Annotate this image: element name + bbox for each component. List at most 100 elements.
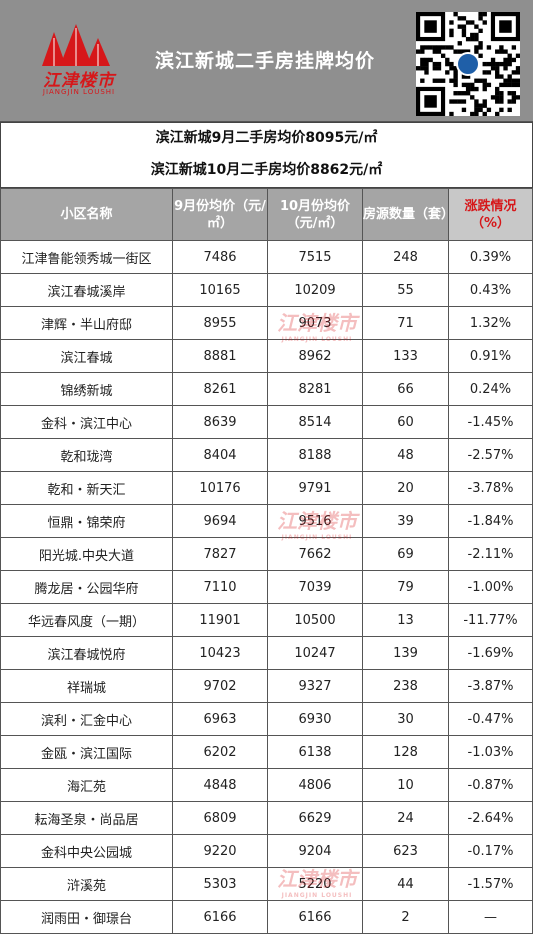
cell-oct-price: 9073 <box>267 306 363 340</box>
cell-oct-price: 7662 <box>267 537 363 571</box>
cell-sep-price: 4848 <box>172 768 268 802</box>
cell-listings: 139 <box>362 636 449 670</box>
cell-oct-price: 8188 <box>267 438 363 472</box>
cell-listings: 66 <box>362 372 449 406</box>
cell-name: 润雨田・御璟台 <box>0 900 173 934</box>
building-logo-icon <box>42 24 110 66</box>
table-row: 恒鼎・锦荣府 9694 9516 39 -1.84% <box>0 504 533 538</box>
col-header-listings: 房源数量（套） <box>362 188 449 241</box>
cell-name: 金科中央公园城 <box>0 834 173 868</box>
cell-change: -0.47% <box>448 702 533 736</box>
cell-sep-price: 8261 <box>172 372 268 406</box>
cell-change: 1.32% <box>448 306 533 340</box>
cell-listings: 44 <box>362 867 449 901</box>
table-row: 祥瑞城 9702 9327 238 -3.87% <box>0 669 533 703</box>
cell-change: -1.00% <box>448 570 533 604</box>
cell-oct-price: 9327 <box>267 669 363 703</box>
table-row: 滨江春城 8881 8962 133 0.91% <box>0 339 533 373</box>
cell-sep-price: 10423 <box>172 636 268 670</box>
cell-change: -0.17% <box>448 834 533 868</box>
cell-listings: 79 <box>362 570 449 604</box>
cell-listings: 60 <box>362 405 449 439</box>
cell-oct-price: 7039 <box>267 570 363 604</box>
table-row: 腾龙居・公园华府 7110 7039 79 -1.00% <box>0 570 533 604</box>
cell-oct-price: 6138 <box>267 735 363 769</box>
qr-code[interactable] <box>416 12 520 116</box>
table-row: 江津鲁能领秀城一街区 7486 7515 248 0.39% <box>0 240 533 274</box>
table-row: 海汇苑 4848 4806 10 -0.87% <box>0 768 533 802</box>
table-header-row: 小区名称 9月份均价（元/㎡） 10月份均价（元/㎡） 房源数量（套） 涨跌情况… <box>0 188 533 241</box>
cell-name: 金瓯・滨江国际 <box>0 735 173 769</box>
table-row: 金科・滨江中心 8639 8514 60 -1.45% <box>0 405 533 439</box>
page-title: 滨江新城二手房挂牌均价 <box>154 50 375 72</box>
cell-sep-price: 6809 <box>172 801 268 835</box>
cell-name: 滨江春城溪岸 <box>0 273 173 307</box>
table-row: 滨利・汇金中心 6963 6930 30 -0.47% <box>0 702 533 736</box>
cell-oct-price: 6930 <box>267 702 363 736</box>
cell-change: 0.43% <box>448 273 533 307</box>
cell-listings: 30 <box>362 702 449 736</box>
cell-sep-price: 8639 <box>172 405 268 439</box>
cell-oct-price: 9204 <box>267 834 363 868</box>
cell-name: 恒鼎・锦荣府 <box>0 504 173 538</box>
table-row: 津辉・半山府邸 8955 9073 71 1.32% <box>0 306 533 340</box>
qr-code-icon <box>416 12 520 116</box>
cell-change: -0.87% <box>448 768 533 802</box>
cell-change: — <box>448 900 533 934</box>
cell-oct-price: 8962 <box>267 339 363 373</box>
col-header-name: 小区名称 <box>0 188 173 241</box>
cell-sep-price: 8404 <box>172 438 268 472</box>
cell-listings: 71 <box>362 306 449 340</box>
cell-change: -2.11% <box>448 537 533 571</box>
cell-sep-price: 6963 <box>172 702 268 736</box>
cell-oct-price: 4806 <box>267 768 363 802</box>
col-header-oct-price: 10月份均价（元/㎡） <box>267 188 363 241</box>
cell-listings: 248 <box>362 240 449 274</box>
cell-listings: 55 <box>362 273 449 307</box>
cell-sep-price: 10165 <box>172 273 268 307</box>
cell-name: 海汇苑 <box>0 768 173 802</box>
cell-change: -1.69% <box>448 636 533 670</box>
cell-sep-price: 10176 <box>172 471 268 505</box>
cell-change: 0.39% <box>448 240 533 274</box>
brand-logo: 江津楼市 JIANGJIN LOUSHI <box>24 22 134 102</box>
cell-sep-price: 9702 <box>172 669 268 703</box>
cell-change: -1.03% <box>448 735 533 769</box>
col-header-change: 涨跌情况（%） <box>448 188 533 241</box>
cell-listings: 2 <box>362 900 449 934</box>
cell-name: 锦绣新城 <box>0 372 173 406</box>
cell-sep-price: 7110 <box>172 570 268 604</box>
header-banner: 江津楼市 JIANGJIN LOUSHI 滨江新城二手房挂牌均价 <box>0 0 533 122</box>
summary-october: 滨江新城10月二手房均价8862元/㎡ <box>0 155 533 188</box>
cell-name: 金科・滨江中心 <box>0 405 173 439</box>
col-header-sep-price: 9月份均价（元/㎡） <box>172 188 268 241</box>
cell-oct-price: 6166 <box>267 900 363 934</box>
cell-listings: 238 <box>362 669 449 703</box>
cell-listings: 623 <box>362 834 449 868</box>
cell-change: -2.57% <box>448 438 533 472</box>
table-row: 锦绣新城 8261 8281 66 0.24% <box>0 372 533 406</box>
table-row: 耘海圣泉・尚品居 6809 6629 24 -2.64% <box>0 801 533 835</box>
table-row: 乾和・新天汇 10176 9791 20 -3.78% <box>0 471 533 505</box>
cell-oct-price: 8281 <box>267 372 363 406</box>
logo-subtext: JIANGJIN LOUSHI <box>42 88 116 96</box>
cell-sep-price: 8955 <box>172 306 268 340</box>
cell-name: 乾和・新天汇 <box>0 471 173 505</box>
cell-oct-price: 6629 <box>267 801 363 835</box>
cell-name: 滨江春城悦府 <box>0 636 173 670</box>
cell-change: -1.84% <box>448 504 533 538</box>
cell-oct-price: 9516 <box>267 504 363 538</box>
cell-name: 浒溪苑 <box>0 867 173 901</box>
cell-oct-price: 10500 <box>267 603 363 637</box>
cell-listings: 10 <box>362 768 449 802</box>
cell-sep-price: 7486 <box>172 240 268 274</box>
table-row: 浒溪苑 5303 5220 44 -1.57% <box>0 867 533 901</box>
table-row: 阳光城.中央大道 7827 7662 69 -2.11% <box>0 537 533 571</box>
cell-name: 津辉・半山府邸 <box>0 306 173 340</box>
table-row: 金科中央公园城 9220 9204 623 -0.17% <box>0 834 533 868</box>
cell-oct-price: 8514 <box>267 405 363 439</box>
cell-oct-price: 9791 <box>267 471 363 505</box>
table-row: 润雨田・御璟台 6166 6166 2— <box>0 900 533 934</box>
cell-sep-price: 8881 <box>172 339 268 373</box>
